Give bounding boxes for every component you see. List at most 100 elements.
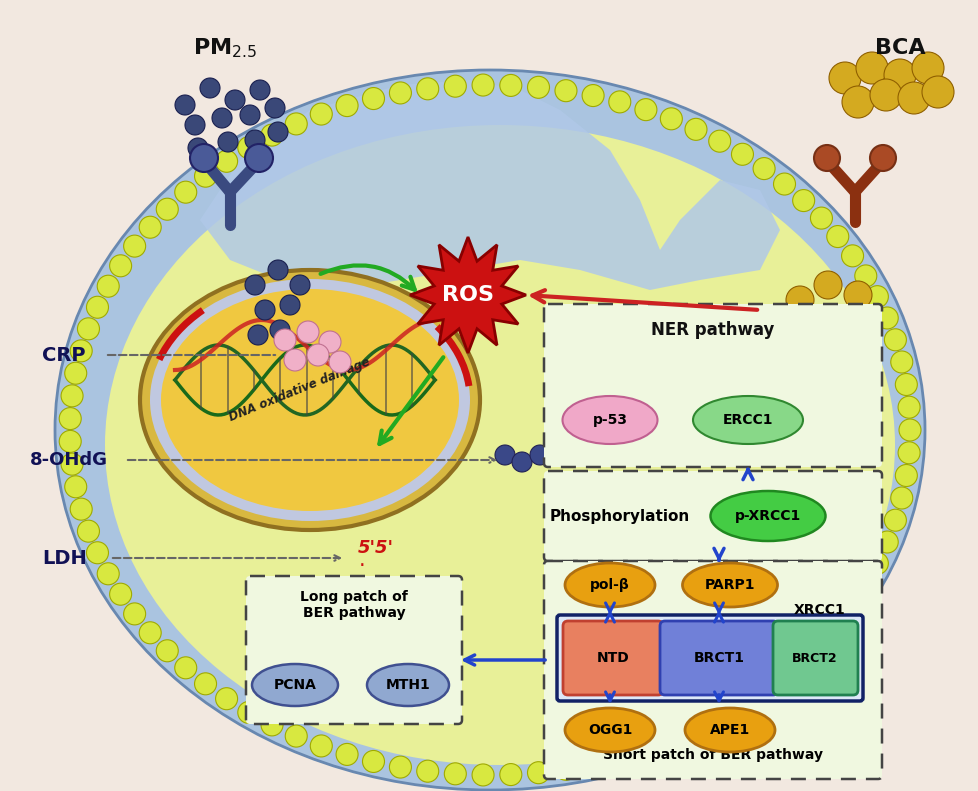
- Polygon shape: [410, 237, 525, 353]
- Circle shape: [555, 80, 576, 102]
- Circle shape: [444, 75, 466, 97]
- Circle shape: [495, 445, 514, 465]
- Ellipse shape: [367, 664, 449, 706]
- Text: XRCC1: XRCC1: [792, 603, 844, 617]
- Ellipse shape: [140, 270, 479, 530]
- Circle shape: [285, 725, 307, 747]
- Circle shape: [123, 235, 146, 257]
- FancyBboxPatch shape: [562, 621, 662, 695]
- Circle shape: [841, 245, 863, 267]
- Circle shape: [240, 105, 260, 125]
- Ellipse shape: [682, 563, 777, 607]
- Text: p-XRCC1: p-XRCC1: [734, 509, 800, 523]
- Circle shape: [265, 98, 285, 118]
- Circle shape: [685, 119, 706, 140]
- Circle shape: [869, 145, 895, 171]
- Circle shape: [883, 329, 906, 350]
- FancyBboxPatch shape: [773, 621, 857, 695]
- Circle shape: [61, 453, 83, 475]
- Circle shape: [417, 760, 438, 782]
- Circle shape: [810, 631, 831, 653]
- Circle shape: [854, 573, 876, 595]
- Circle shape: [86, 297, 109, 318]
- Circle shape: [813, 145, 839, 171]
- Text: ROS: ROS: [441, 285, 494, 305]
- Ellipse shape: [692, 396, 802, 444]
- FancyBboxPatch shape: [544, 304, 881, 467]
- Circle shape: [810, 207, 831, 229]
- Circle shape: [708, 708, 730, 730]
- Circle shape: [215, 687, 238, 710]
- Circle shape: [825, 612, 848, 634]
- Circle shape: [883, 509, 906, 532]
- Circle shape: [335, 744, 358, 766]
- Circle shape: [238, 702, 259, 724]
- Circle shape: [174, 181, 197, 203]
- Circle shape: [389, 82, 411, 104]
- Circle shape: [635, 740, 656, 762]
- Circle shape: [110, 583, 131, 605]
- Circle shape: [270, 320, 289, 340]
- Circle shape: [362, 751, 384, 773]
- Circle shape: [898, 419, 920, 441]
- Circle shape: [268, 122, 288, 142]
- Circle shape: [883, 59, 915, 91]
- Circle shape: [527, 76, 549, 98]
- Circle shape: [247, 325, 268, 345]
- Circle shape: [660, 730, 682, 752]
- Circle shape: [70, 498, 92, 520]
- Circle shape: [685, 720, 706, 742]
- Circle shape: [77, 520, 100, 542]
- Circle shape: [785, 286, 813, 314]
- Circle shape: [65, 475, 87, 498]
- Circle shape: [444, 763, 466, 785]
- Text: OGG1: OGG1: [587, 723, 632, 737]
- Circle shape: [608, 91, 630, 113]
- FancyBboxPatch shape: [556, 615, 863, 701]
- Circle shape: [911, 52, 943, 84]
- Text: PARP1: PARP1: [704, 578, 754, 592]
- Circle shape: [555, 759, 576, 780]
- Circle shape: [261, 714, 283, 736]
- Circle shape: [897, 396, 919, 418]
- Circle shape: [752, 680, 775, 702]
- Circle shape: [139, 622, 161, 644]
- Circle shape: [608, 747, 630, 769]
- Text: NER pathway: NER pathway: [650, 321, 774, 339]
- Circle shape: [773, 665, 795, 687]
- Circle shape: [268, 260, 288, 280]
- Text: ·: ·: [358, 556, 365, 576]
- Text: 5'5': 5'5': [358, 539, 393, 557]
- Ellipse shape: [685, 708, 775, 752]
- Circle shape: [195, 165, 216, 187]
- Circle shape: [921, 76, 953, 108]
- Circle shape: [244, 275, 265, 295]
- Circle shape: [284, 349, 306, 371]
- Circle shape: [792, 190, 814, 211]
- Text: 8-OHdG: 8-OHdG: [30, 451, 108, 469]
- Circle shape: [582, 754, 603, 775]
- Circle shape: [110, 255, 131, 277]
- Circle shape: [307, 344, 329, 366]
- Circle shape: [389, 756, 411, 778]
- Circle shape: [97, 562, 119, 585]
- Circle shape: [500, 74, 521, 97]
- Circle shape: [65, 362, 87, 384]
- Ellipse shape: [55, 70, 924, 790]
- Circle shape: [274, 329, 295, 351]
- Circle shape: [529, 445, 550, 465]
- Circle shape: [417, 78, 438, 100]
- Circle shape: [244, 144, 273, 172]
- Circle shape: [855, 52, 887, 84]
- Circle shape: [195, 673, 216, 694]
- Circle shape: [289, 275, 310, 295]
- Circle shape: [897, 442, 919, 464]
- Circle shape: [261, 124, 283, 146]
- Text: DNA oxidative damage: DNA oxidative damage: [227, 356, 372, 424]
- Circle shape: [97, 275, 119, 297]
- Circle shape: [139, 216, 161, 238]
- Text: Phosphorylation: Phosphorylation: [550, 509, 689, 524]
- Circle shape: [60, 407, 81, 430]
- Circle shape: [123, 603, 146, 625]
- Ellipse shape: [710, 491, 824, 541]
